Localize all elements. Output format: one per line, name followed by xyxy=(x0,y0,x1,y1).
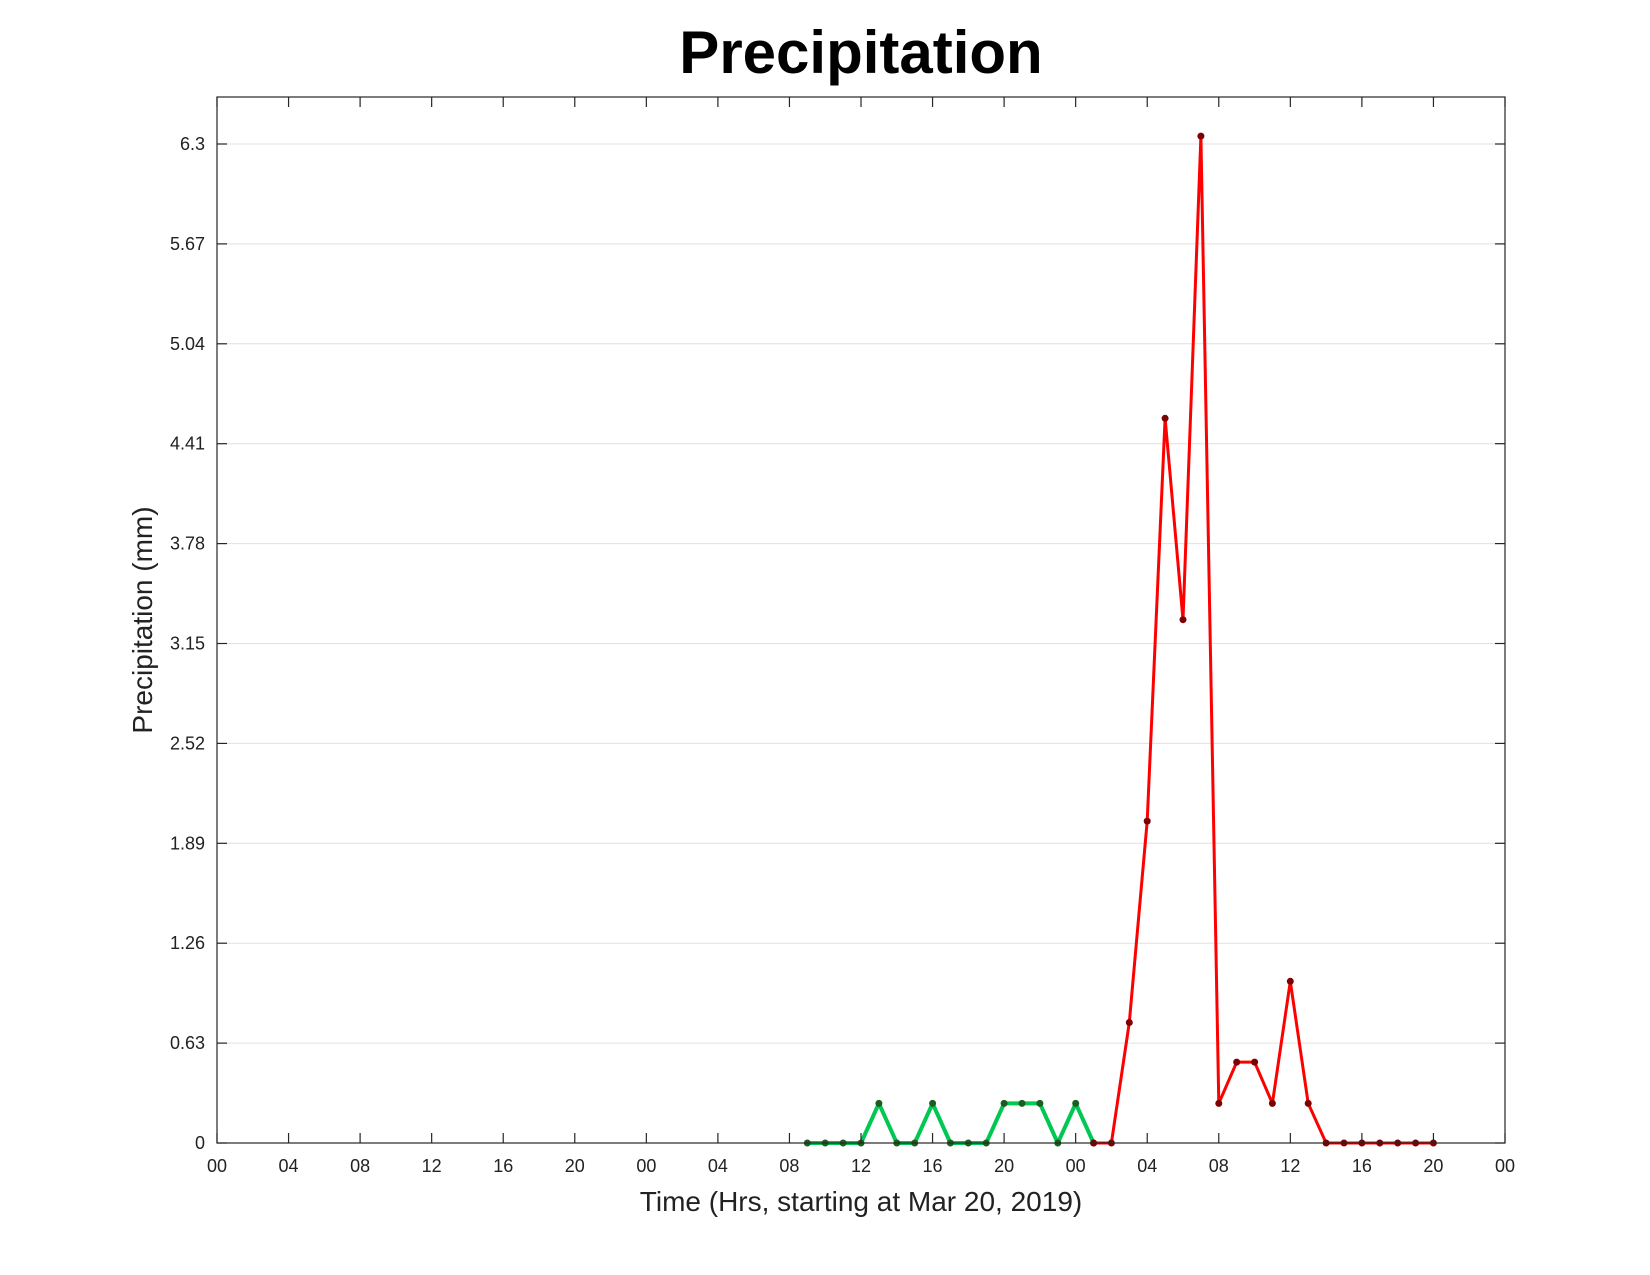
data-point xyxy=(1036,1099,1044,1107)
x-tick-label: 00 xyxy=(636,1156,656,1176)
x-tick-label: 12 xyxy=(422,1156,442,1176)
x-tick-label: 20 xyxy=(565,1156,585,1176)
y-tick-label: 4.41 xyxy=(170,434,205,454)
x-tick-label: 04 xyxy=(708,1156,728,1176)
x-axis-label: Time (Hrs, starting at Mar 20, 2019) xyxy=(640,1186,1082,1217)
data-point xyxy=(1018,1099,1026,1107)
y-tick-label: 6.3 xyxy=(180,134,205,154)
data-point xyxy=(1179,616,1187,624)
data-point xyxy=(1000,1099,1008,1107)
data-point xyxy=(1304,1099,1312,1107)
data-point xyxy=(1143,817,1151,825)
chart-title: Precipitation xyxy=(679,19,1042,86)
data-point xyxy=(929,1099,937,1107)
y-tick-label: 5.04 xyxy=(170,334,205,354)
x-tick-label: 08 xyxy=(1209,1156,1229,1176)
grid-lines xyxy=(217,143,1505,1044)
data-point xyxy=(1161,414,1169,422)
y-tick-label: 0.63 xyxy=(170,1033,205,1053)
data-point xyxy=(875,1099,883,1107)
data-point xyxy=(1233,1058,1241,1066)
y-tick-label: 1.89 xyxy=(170,833,205,853)
data-point xyxy=(1197,132,1205,140)
x-tick-label: 20 xyxy=(994,1156,1014,1176)
axis-ticks: 0 0.63 1.26 1.89 2.52 3.15 3.78 4.41 5.04 5.67 6.3… xyxy=(170,97,1515,1176)
data-point xyxy=(1125,1019,1133,1026)
y-tick-label: 3.15 xyxy=(170,634,205,654)
x-tick-label: 00 xyxy=(207,1156,227,1176)
y-tick-label: 5.67 xyxy=(170,234,205,254)
y-tick-label: 1.26 xyxy=(170,933,205,953)
data-point xyxy=(1268,1099,1276,1107)
x-tick-label: 04 xyxy=(279,1156,299,1176)
x-tick-label: 12 xyxy=(851,1156,871,1176)
x-tick-label: 04 xyxy=(1137,1156,1157,1176)
data-point xyxy=(1286,977,1294,985)
x-tick-label: 20 xyxy=(1423,1156,1443,1176)
x-tick-label: 00 xyxy=(1066,1156,1086,1176)
y-tick-label: 2.52 xyxy=(170,733,205,753)
y-tick-label: 0 xyxy=(195,1133,205,1153)
x-tick-label: 08 xyxy=(350,1156,370,1176)
data-point xyxy=(1251,1058,1259,1066)
data-point xyxy=(1215,1099,1223,1107)
x-tick-label: 08 xyxy=(779,1156,799,1176)
x-tick-label: 00 xyxy=(1495,1156,1515,1176)
y-tick-label: 3.78 xyxy=(170,534,205,554)
x-tick-label: 16 xyxy=(923,1156,943,1176)
data-point xyxy=(1072,1099,1080,1107)
y-axis-label: Precipitation (mm) xyxy=(127,506,158,733)
x-tick-label: 12 xyxy=(1280,1156,1300,1176)
x-tick-label: 16 xyxy=(493,1156,513,1176)
x-tick-label: 16 xyxy=(1352,1156,1372,1176)
